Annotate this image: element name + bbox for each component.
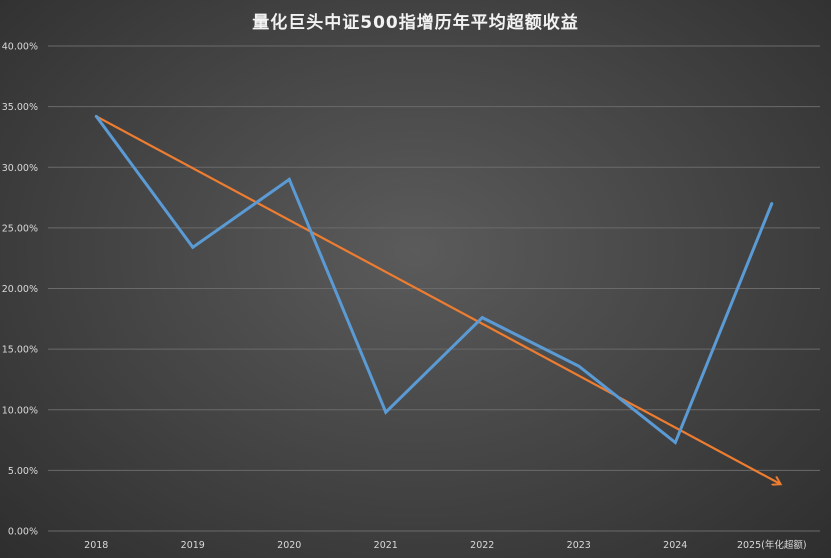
axis-labels: 0.00% 5.00% 10.00% 15.00% 20.00% 25.00% 30.00%… xyxy=(2,42,807,552)
data-point xyxy=(287,177,291,181)
x-tick-label: 2022 xyxy=(470,540,494,551)
series-layer xyxy=(94,114,774,445)
data-point xyxy=(577,364,581,368)
x-tick-label: 2020 xyxy=(277,540,301,551)
data-point xyxy=(480,316,484,320)
x-tick-label: 2025(年化超额) xyxy=(737,539,807,551)
data-point xyxy=(191,245,195,249)
y-tick-label: 10.00% xyxy=(2,405,38,416)
trend-arrow xyxy=(95,115,780,483)
series-line xyxy=(95,115,774,445)
data-point xyxy=(384,410,388,414)
data-point xyxy=(94,114,98,118)
trend-layer xyxy=(95,115,780,483)
y-tick-label: 25.00% xyxy=(2,223,38,234)
y-tick-label: 15.00% xyxy=(2,345,38,356)
data-point xyxy=(673,440,677,444)
x-tick-label: 2018 xyxy=(84,540,108,551)
y-tick-label: 40.00% xyxy=(2,42,38,53)
chart-title: 量化巨头中证500指增历年平均超额收益 xyxy=(252,13,579,33)
y-tick-label: 20.00% xyxy=(2,284,38,295)
y-tick-label: 0.00% xyxy=(8,527,38,538)
x-tick-label: 2024 xyxy=(663,540,687,551)
x-tick-label: 2021 xyxy=(374,540,398,551)
y-tick-label: 30.00% xyxy=(2,163,38,174)
y-tick-label: 5.00% xyxy=(8,466,38,477)
x-tick-label: 2019 xyxy=(181,540,205,551)
data-point xyxy=(770,202,774,206)
grid-layer xyxy=(48,45,820,532)
x-tick-label: 2023 xyxy=(567,540,591,551)
y-tick-label: 35.00% xyxy=(2,102,38,113)
